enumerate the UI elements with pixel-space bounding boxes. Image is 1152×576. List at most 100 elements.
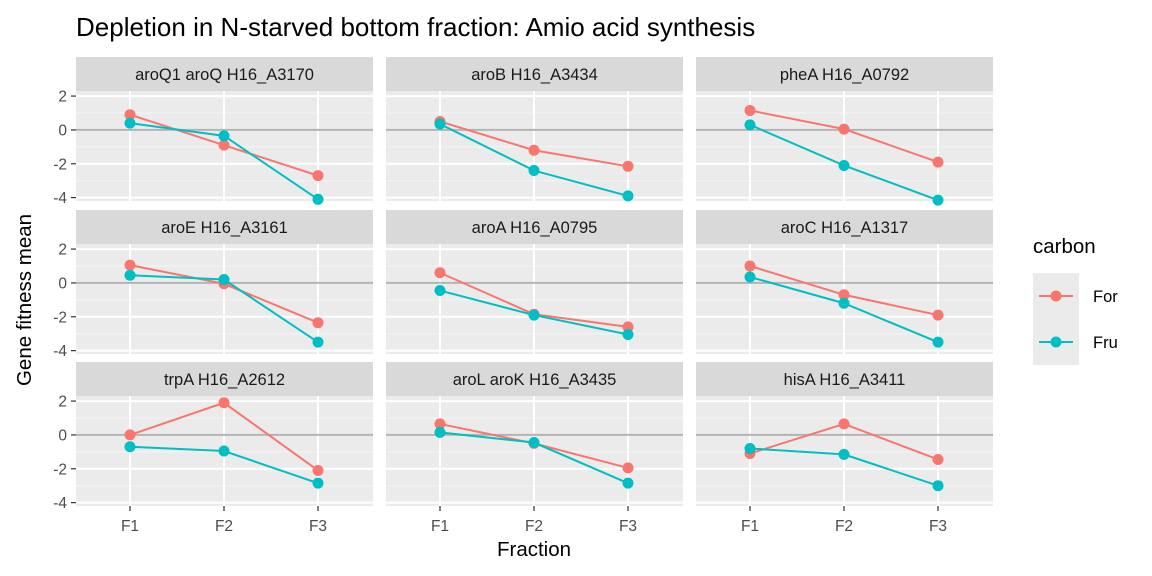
facet-panel: aroQ1 aroQ H16_A3170 2 0 -2 -4	[53, 57, 373, 207]
data-point-for	[312, 170, 324, 182]
x-tick-label: F2	[525, 518, 543, 535]
data-point-fru	[124, 269, 136, 281]
facet-strip	[76, 57, 373, 91]
data-point-fru	[124, 441, 136, 453]
x-tick-label: F1	[741, 518, 759, 535]
y-tick-label: 2	[58, 89, 67, 106]
y-tick-label: -2	[53, 309, 67, 326]
data-point-for	[312, 317, 324, 329]
data-point-fru	[744, 271, 756, 283]
facet-strip-label: aroE H16_A3161	[161, 219, 288, 237]
facet-panel: aroA H16_A0795	[386, 210, 683, 354]
data-point-fru	[744, 442, 756, 454]
data-point-for	[838, 289, 850, 301]
facet-strip-label: aroB H16_A3434	[471, 66, 598, 84]
legend-title: carbon	[1033, 235, 1096, 258]
y-tick-label: 0	[58, 122, 67, 139]
data-point-fru	[744, 119, 756, 131]
y-tick-label: 2	[58, 242, 67, 259]
data-point-for	[124, 259, 136, 271]
facet-panel: aroB H16_A3434	[386, 57, 683, 202]
data-point-fru	[622, 329, 634, 341]
x-tick-label: F3	[309, 518, 327, 535]
data-point-fru	[312, 336, 324, 348]
data-point-for	[838, 123, 850, 135]
facet-strip-label: aroL aroK H16_A3435	[453, 371, 617, 389]
facet-panel: aroL aroK H16_A3435	[386, 362, 683, 511]
y-tick-label: -4	[53, 495, 67, 512]
data-point-fru	[434, 118, 446, 130]
y-tick-label: -2	[53, 156, 67, 173]
panel-grid: aroQ1 aroQ H16_A3170 2 0 -2 -4 aroB H16_A3434…	[53, 57, 993, 512]
y-axis-title: Gene fitness mean	[13, 214, 36, 386]
data-point-fru	[218, 130, 230, 142]
x-axis-labels: F1 F2 F3 F1 F2 F3 F1 F2 F3	[121, 518, 947, 535]
data-point-for	[744, 260, 756, 272]
data-point-for	[124, 109, 136, 121]
data-point-fru	[838, 448, 850, 460]
data-point-for	[434, 267, 446, 279]
facet-strip	[696, 57, 993, 91]
facet-strip	[386, 57, 683, 91]
facet-strip-label: pheA H16_A0792	[780, 66, 909, 84]
data-point-fru	[932, 336, 944, 348]
y-tick-label: 0	[58, 275, 67, 292]
data-point-fru	[932, 480, 944, 492]
x-axis-title: Fraction	[497, 538, 571, 561]
x-tick-label: F1	[431, 518, 449, 535]
y-tick-label: -4	[53, 190, 67, 207]
data-point-for	[932, 309, 944, 321]
facet-strip	[386, 362, 683, 396]
legend-label: Fru	[1093, 334, 1118, 352]
facet-strip	[76, 210, 373, 244]
data-point-fru	[932, 194, 944, 206]
data-point-for	[932, 453, 944, 465]
data-point-fru	[434, 426, 446, 438]
data-point-fru	[218, 274, 230, 286]
data-point-for	[622, 462, 634, 474]
legend-label: For	[1093, 288, 1118, 306]
legend: carbon For Fru	[1033, 235, 1118, 365]
facet-strip	[696, 362, 993, 396]
data-point-fru	[528, 437, 540, 449]
y-tick-label: 0	[58, 427, 67, 444]
data-point-fru	[838, 159, 850, 171]
y-tick-label: -4	[53, 343, 67, 360]
legend-entry: For	[1039, 288, 1118, 306]
data-point-for	[838, 418, 850, 430]
data-point-for	[744, 104, 756, 116]
data-point-fru	[622, 190, 634, 202]
facet-panel: aroC H16_A1317	[696, 210, 993, 354]
data-point-for	[434, 418, 446, 430]
data-point-fru	[528, 165, 540, 177]
data-point-for	[932, 156, 944, 168]
chart-title: Depletion in N-starved bottom fraction: …	[76, 12, 755, 42]
facet-strip-label: hisA H16_A3411	[784, 371, 906, 389]
data-point-fru	[124, 117, 136, 129]
y-tick-label: -2	[53, 461, 67, 478]
facet-panel: aroE H16_A3161 2 0 -2 -4	[53, 210, 373, 360]
y-tick-label: 2	[58, 394, 67, 411]
data-point-fru	[622, 477, 634, 489]
facet-strip-label: trpA H16_A2612	[164, 371, 285, 389]
data-point-fru	[528, 309, 540, 321]
facet-strip	[386, 210, 683, 244]
x-tick-label: F2	[215, 518, 233, 535]
facet-strip	[696, 210, 993, 244]
data-point-for	[528, 144, 540, 156]
legend-key-point	[1050, 290, 1062, 302]
legend-key-point	[1050, 336, 1062, 348]
data-point-fru	[312, 193, 324, 205]
data-point-for	[622, 160, 634, 172]
x-tick-label: F3	[929, 518, 947, 535]
facet-strip	[76, 362, 373, 396]
legend-key-background	[1033, 273, 1079, 365]
data-point-for	[622, 321, 634, 333]
facet-strip-label: aroQ1 aroQ H16_A3170	[135, 66, 314, 84]
data-point-for	[124, 429, 136, 441]
x-tick-label: F2	[835, 518, 853, 535]
data-point-for	[312, 464, 324, 476]
data-point-fru	[218, 445, 230, 457]
data-point-fru	[838, 297, 850, 309]
